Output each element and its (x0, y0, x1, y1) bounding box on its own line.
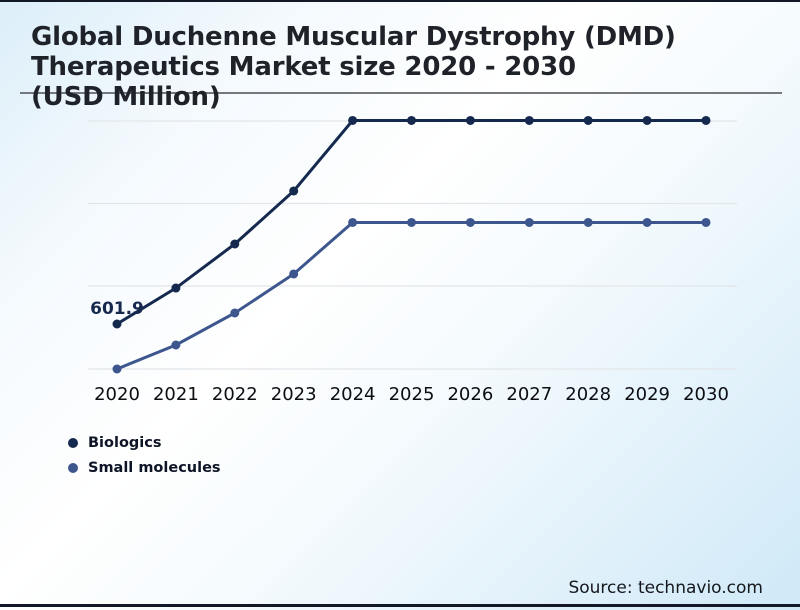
x-axis-label-2028: 2028 (565, 384, 612, 405)
chart-title: Global Duchenne Muscular Dystrophy (DMD)… (31, 22, 771, 112)
data-point (407, 115, 416, 125)
x-axis-label-2027: 2027 (506, 384, 553, 405)
gridlines (88, 120, 737, 370)
data-point (524, 217, 534, 227)
x-axis-label-2026: 2026 (447, 384, 494, 405)
x-axis-label-2024: 2024 (329, 384, 376, 405)
legend-label: Biologics (88, 435, 162, 451)
top-border-line (0, 0, 800, 2)
data-point (289, 269, 299, 279)
data-point (112, 364, 122, 374)
data-point (701, 115, 711, 125)
x-axis-label-2023: 2023 (270, 384, 317, 405)
bottom-border-line (0, 604, 800, 607)
data-point (171, 283, 181, 293)
data-point (465, 115, 475, 125)
data-point (348, 115, 358, 125)
series-layer (112, 115, 711, 374)
legend-dot-icon (68, 438, 78, 448)
data-point (465, 217, 475, 227)
data-point (171, 340, 181, 350)
data-point-label-601-9: 601.9 (90, 299, 144, 319)
chart-title-line-3: (USD Million) (31, 82, 221, 112)
data-point (642, 115, 652, 125)
data-point (583, 217, 593, 227)
x-axis-label-2030: 2030 (683, 384, 729, 405)
source-attribution: Source: technavio.com (568, 578, 763, 598)
series-line-small-molecules (116, 220, 706, 371)
chart-title-line-2: Therapeutics Market size 2020 - 2030 (31, 52, 576, 82)
data-point (642, 217, 652, 227)
chart-title-line-1: Global Duchenne Muscular Dystrophy (DMD) (31, 22, 676, 52)
data-point (348, 217, 358, 227)
legend-item-small-molecules: Small molecules (68, 460, 221, 476)
data-point (230, 239, 240, 249)
legend-dot-icon (68, 463, 78, 473)
data-point (583, 115, 593, 125)
legend-label: Small molecules (88, 460, 221, 476)
x-axis-label-2021: 2021 (152, 384, 199, 405)
data-point (524, 115, 534, 125)
data-point (407, 217, 416, 227)
data-point (289, 186, 299, 196)
data-point (230, 308, 240, 318)
chart-legend: Biologics Small molecules (68, 435, 221, 476)
data-point (701, 217, 711, 227)
data-point (112, 319, 122, 329)
legend-item-biologics: Biologics (68, 435, 221, 451)
x-axis-label-2022: 2022 (211, 384, 258, 405)
x-axis-label-2029: 2029 (624, 384, 670, 405)
x-axis-label-2025: 2025 (388, 384, 435, 405)
title-underline-rule (20, 92, 782, 94)
x-axis-label-2020: 2020 (94, 384, 140, 405)
